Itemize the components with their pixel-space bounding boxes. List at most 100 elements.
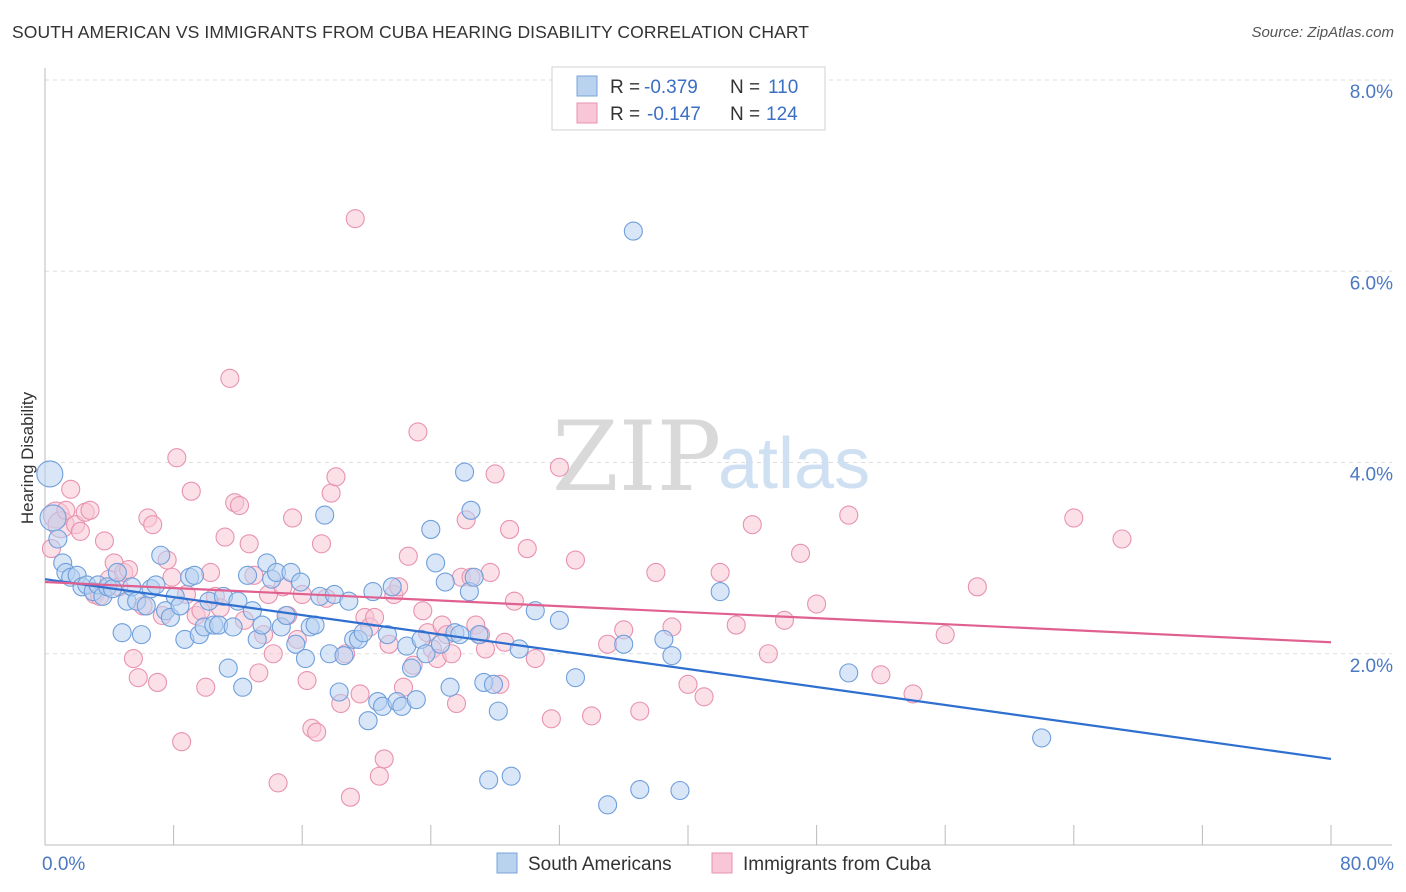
cuba-point-119 (903, 684, 923, 704)
south-american-point-14 (107, 562, 127, 583)
cuba-point-108 (678, 674, 698, 694)
cuba-point-27 (172, 732, 192, 752)
south-american-point-82 (435, 572, 455, 592)
cuba-point-114 (774, 610, 795, 630)
south-american-point-44 (252, 615, 272, 635)
south-american-point-102 (630, 779, 650, 800)
axes (44, 68, 1392, 846)
south-american-point-75 (401, 658, 422, 678)
cuba-point-29 (181, 481, 201, 501)
chart-title: SOUTH AMERICAN VS IMMIGRANTS FROM CUBA H… (12, 22, 810, 42)
south-american-point-38 (223, 617, 243, 637)
x-ticks (173, 825, 1332, 845)
x-tick-label-min: 0.0% (42, 854, 85, 875)
y-tick-label-6: 6.0% (1350, 273, 1393, 294)
y-tick-label-8: 8.0% (1350, 82, 1393, 103)
cuba-point-76 (408, 422, 428, 442)
south-american-point-81 (430, 634, 450, 654)
legend-n-label-1: N = (730, 104, 760, 125)
cuba-point-46 (263, 644, 283, 664)
cuba-point-112 (742, 515, 762, 535)
cuba-point-43 (249, 663, 269, 683)
cuba-point-122 (1064, 508, 1084, 528)
south-american-point-52 (291, 572, 311, 592)
cuba-point-100 (549, 457, 569, 477)
cuba-point-37 (220, 368, 240, 388)
south-american-point-88 (464, 567, 484, 587)
cuba-point-120 (935, 625, 955, 645)
legend-n-value-1: 124 (766, 104, 798, 125)
cuba-point-11 (94, 531, 115, 551)
cuba-point-97 (517, 539, 537, 559)
south-american-point-97 (549, 610, 569, 630)
y-tick-label-2: 2.0% (1350, 656, 1393, 677)
bottom-legend-swatch-south-americans (496, 852, 518, 874)
series-south-americans (36, 221, 1052, 815)
cuba-point-123 (1112, 529, 1132, 549)
cuba-point-62 (340, 787, 360, 807)
cuba-point-41 (239, 534, 259, 554)
cuba-point-109 (694, 687, 714, 707)
cuba-point-116 (807, 594, 827, 614)
cuba-point-50 (283, 508, 303, 528)
south-american-point-109 (461, 500, 481, 520)
cuba-point-84 (446, 693, 467, 714)
south-american-point-80 (426, 553, 446, 573)
cuba-point-69 (374, 749, 394, 769)
cuba-point-115 (790, 543, 811, 563)
cuba-point-110 (710, 562, 730, 583)
cuba-point-53 (297, 670, 317, 691)
cuba-point-103 (598, 634, 618, 654)
south-american-point-61 (334, 646, 354, 666)
cuba-point-98 (525, 648, 545, 669)
south-american-point-66 (358, 711, 378, 731)
cuba-point-102 (581, 706, 602, 726)
cuba-point-77 (413, 601, 433, 621)
cuba-point-95 (500, 519, 520, 539)
cuba-point-99 (541, 709, 561, 729)
cuba-point-92 (485, 464, 505, 484)
south-american-point-62 (339, 591, 359, 611)
south-american-point-40 (233, 677, 253, 697)
south-american-point-104 (670, 780, 690, 801)
cuba-point-56 (311, 534, 332, 554)
watermark: ZIP atlas (552, 401, 870, 513)
south-american-point-20 (136, 596, 156, 616)
y-axis-title: Hearing Disability (18, 391, 37, 524)
south-american-point-94 (501, 766, 521, 786)
south-american-point-108 (1032, 728, 1052, 748)
south-american-point-30 (184, 565, 205, 585)
cuba-point-32 (196, 677, 216, 697)
bottom-legend-swatch-immigrants-from-cuba (711, 852, 733, 874)
stats-legend: R = -0.379 N = 110 R = -0.147 N = 124 (551, 66, 826, 131)
south-american-point-15 (112, 623, 132, 643)
south-american-point-51 (286, 634, 306, 654)
legend-r-value-1: -0.147 (647, 104, 701, 125)
cuba-point-91 (480, 562, 500, 583)
cuba-point-33 (201, 562, 221, 583)
cuba-point-105 (630, 701, 650, 721)
cuba-point-63 (345, 209, 365, 229)
cuba-point-18 (128, 668, 148, 688)
bottom-legend-south-americans: South Americans (528, 854, 672, 875)
cuba-point-67 (364, 607, 385, 627)
south-american-point-95 (509, 639, 529, 659)
cuba-point-58 (321, 483, 341, 503)
cuba-point-118 (871, 665, 891, 685)
south-american-point-106 (654, 629, 674, 649)
south-american-point-42 (242, 601, 262, 621)
cuba-point-64 (350, 684, 370, 704)
cuba-point-26 (167, 448, 187, 468)
legend-r-label-1: R = (610, 104, 640, 125)
south-american-point-23 (151, 545, 171, 565)
south-american-point-65 (353, 623, 373, 643)
south-american-point-107 (839, 663, 859, 683)
series-legend: South Americans Immigrants from Cuba (496, 852, 931, 875)
south-american-point-70 (377, 625, 397, 645)
south-american-point-85 (450, 625, 470, 645)
south-american-point-78 (416, 644, 436, 664)
x-tick-label-max: 80.0% (1340, 854, 1394, 875)
cuba-point-4 (61, 479, 81, 499)
south-american-point-57 (315, 505, 335, 525)
